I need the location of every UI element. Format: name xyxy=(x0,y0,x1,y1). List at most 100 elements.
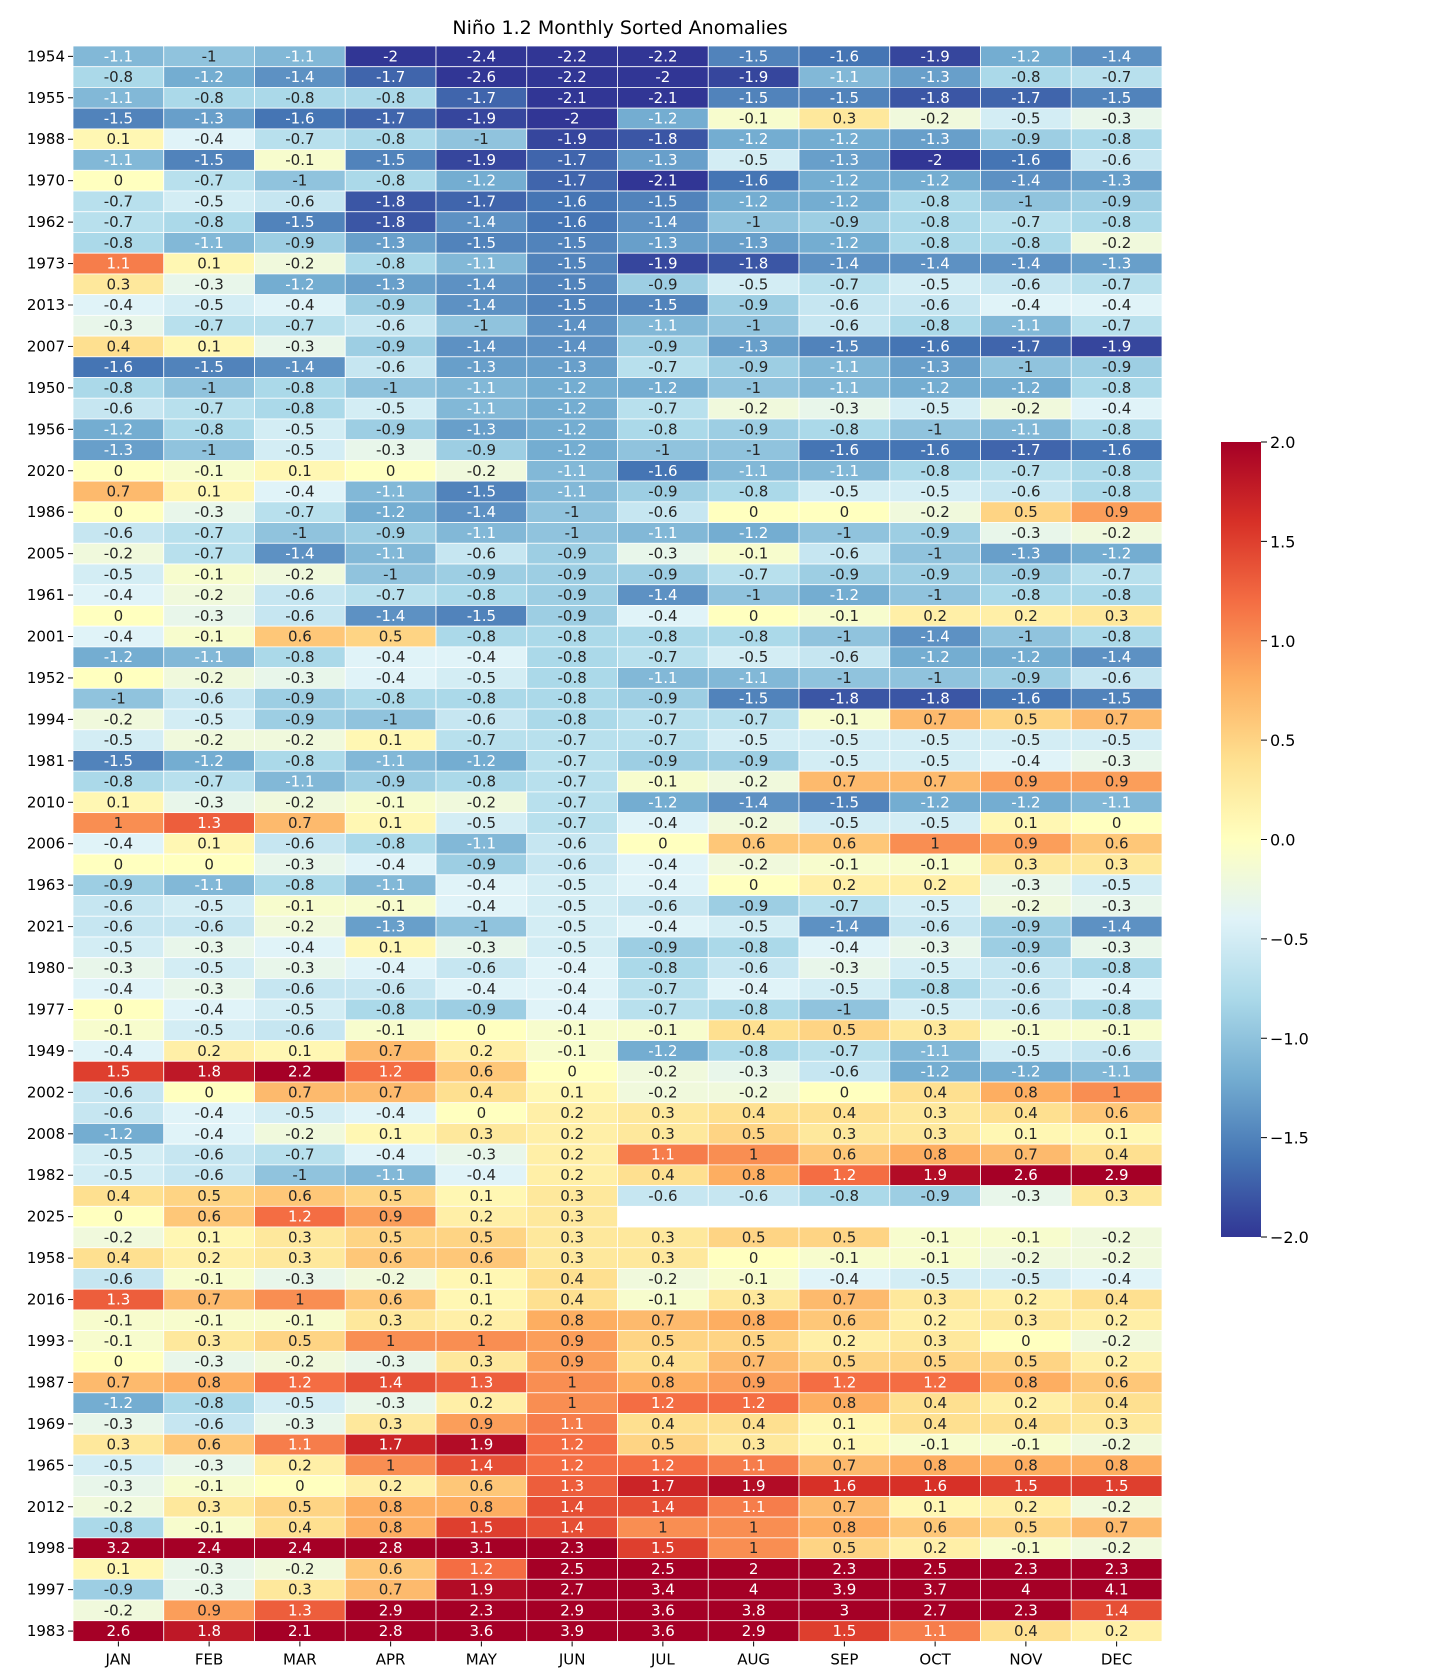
x-tick-label: APR xyxy=(376,1650,406,1668)
cell-value-label: 0.2 xyxy=(1014,1291,1038,1309)
y-tick-label: 2007 xyxy=(27,337,65,355)
cell-value-label: -1.3 xyxy=(557,358,586,376)
cell-value-label: -0.2 xyxy=(1102,1249,1131,1267)
cell-value-label: -0.5 xyxy=(1102,876,1131,894)
cell-value-label: -1.1 xyxy=(467,835,496,853)
cell-value-label: -1.8 xyxy=(739,255,768,273)
cell-value-label: -1.6 xyxy=(1102,441,1131,459)
cell-value-label: 0.5 xyxy=(923,1353,947,1371)
colorbar-tick-label: 2.0 xyxy=(1270,433,1295,452)
cell-value-label: -0.9 xyxy=(376,524,405,542)
cell-value-label: 0.8 xyxy=(560,1311,584,1329)
colorbar-tick-label: −1.0 xyxy=(1270,1029,1309,1048)
cell-value-label: 0.4 xyxy=(923,1083,947,1101)
cell-value-label: -0.9 xyxy=(285,234,314,252)
cell-value-label: 0.4 xyxy=(742,1021,766,1039)
cell-value-label: 0.3 xyxy=(923,1125,947,1143)
cell-value-label: -0.5 xyxy=(830,731,859,749)
cell-value-label: 1.2 xyxy=(560,1456,584,1474)
cell-value-label: 0.3 xyxy=(560,1228,584,1246)
colorbar-tick-label: 0.5 xyxy=(1270,731,1295,750)
cell-value-label: 0 xyxy=(658,835,668,853)
cell-value-label: -1.2 xyxy=(1011,648,1040,666)
cell-value-label: -0.4 xyxy=(648,607,677,625)
cell-value-label: 0.4 xyxy=(923,1415,947,1433)
cell-value-label: -0.5 xyxy=(557,938,586,956)
cell-value-label: -0.3 xyxy=(285,959,314,977)
cell-value-label: 0.7 xyxy=(832,1498,856,1516)
cell-value-label: -0.8 xyxy=(1011,234,1040,252)
cell-value-label: 0.4 xyxy=(1014,1622,1038,1640)
cell-value-label: -0.1 xyxy=(739,110,768,128)
cell-value-label: 3.2 xyxy=(106,1539,130,1557)
y-tick-label: 1952 xyxy=(27,669,65,687)
cell-value-label: -0.8 xyxy=(830,420,859,438)
cell-value-label: 0.5 xyxy=(197,1187,221,1205)
cell-value-label: -0.2 xyxy=(1102,1436,1131,1454)
cell-value-label: -0.2 xyxy=(1102,1228,1131,1246)
cell-value-label: 1.1 xyxy=(742,1456,766,1474)
cell-value-label: 1.7 xyxy=(651,1477,675,1495)
cell-value-label: -0.4 xyxy=(467,897,496,915)
cell-value-label: -0.3 xyxy=(1011,1187,1040,1205)
cell-value-label: -1.4 xyxy=(648,213,677,231)
cell-value-label: -0.4 xyxy=(104,296,133,314)
cell-value-label: -1.2 xyxy=(920,793,949,811)
cell-value-label: -0.5 xyxy=(739,275,768,293)
cell-value-label: -1.2 xyxy=(920,379,949,397)
cell-value-label: 0.2 xyxy=(469,1311,493,1329)
cell-value-label: -0.5 xyxy=(920,731,949,749)
cell-value-label: -0.5 xyxy=(194,959,223,977)
cell-value-label: -0.1 xyxy=(194,628,223,646)
cell-value-label: -0.8 xyxy=(557,690,586,708)
cell-value-label: 0.8 xyxy=(923,1146,947,1164)
cell-value-label: -0.8 xyxy=(285,89,314,107)
cell-value-label: -1.4 xyxy=(467,296,496,314)
cell-value-label: -1.6 xyxy=(830,441,859,459)
cell-value-label: 1.2 xyxy=(651,1394,675,1412)
cell-value-label: -0.1 xyxy=(830,710,859,728)
cell-value-label: 0.2 xyxy=(923,1311,947,1329)
cell-value-label: -1.7 xyxy=(557,151,586,169)
cell-value-label: 3.9 xyxy=(832,1581,856,1599)
cell-value-label: 0.8 xyxy=(197,1373,221,1391)
cell-value-label: -1.8 xyxy=(648,130,677,148)
cell-value-label: 0.4 xyxy=(651,1415,675,1433)
cell-value-label: 3.6 xyxy=(469,1622,493,1640)
cell-value-label: -0.5 xyxy=(920,275,949,293)
cell-value-label: 0.7 xyxy=(832,773,856,791)
cell-value-label: 1.2 xyxy=(832,1166,856,1184)
cell-value-label: -1.1 xyxy=(830,462,859,480)
cell-value-label: 3 xyxy=(840,1601,850,1619)
cell-value-label: -0.6 xyxy=(467,545,496,563)
cell-value-label: 0 xyxy=(114,1353,124,1371)
cell-value-label: -0.7 xyxy=(467,731,496,749)
cell-value-label: 0.2 xyxy=(1014,1498,1038,1516)
cell-value-label: -0.6 xyxy=(557,855,586,873)
x-tick-label: NOV xyxy=(1009,1650,1043,1668)
cell-value-label: -0.3 xyxy=(830,959,859,977)
cell-value-label: -0.7 xyxy=(648,648,677,666)
cell-value-label: 0.6 xyxy=(742,835,766,853)
y-tick-label: 1958 xyxy=(27,1249,65,1267)
cell-value-label: 0.4 xyxy=(288,1518,312,1536)
colorbar-tick-label: 1.0 xyxy=(1270,632,1295,651)
cell-value-label: -0.9 xyxy=(920,565,949,583)
cell-value-label: -0.2 xyxy=(194,669,223,687)
cell-value-label: -1.2 xyxy=(285,275,314,293)
cell-value-label: 1.1 xyxy=(288,1436,312,1454)
cell-value-label: -0.2 xyxy=(285,1353,314,1371)
cell-value-label: -0.3 xyxy=(285,669,314,687)
cell-value-label: -0.6 xyxy=(830,648,859,666)
cell-value-label: 2.8 xyxy=(379,1622,403,1640)
cell-value-label: -0.9 xyxy=(920,1187,949,1205)
cell-value-label: 0 xyxy=(1021,1332,1031,1350)
cell-value-label: -1 xyxy=(292,524,307,542)
cell-value-label: -0.3 xyxy=(285,1270,314,1288)
cell-value-label: 0.3 xyxy=(1105,855,1129,873)
cell-value-label: -0.6 xyxy=(285,1021,314,1039)
cell-value-label: -1.7 xyxy=(1011,337,1040,355)
cell-value-label: -0.6 xyxy=(920,918,949,936)
cell-value-label: 0.5 xyxy=(651,1332,675,1350)
cell-value-label: 2.3 xyxy=(560,1539,584,1557)
